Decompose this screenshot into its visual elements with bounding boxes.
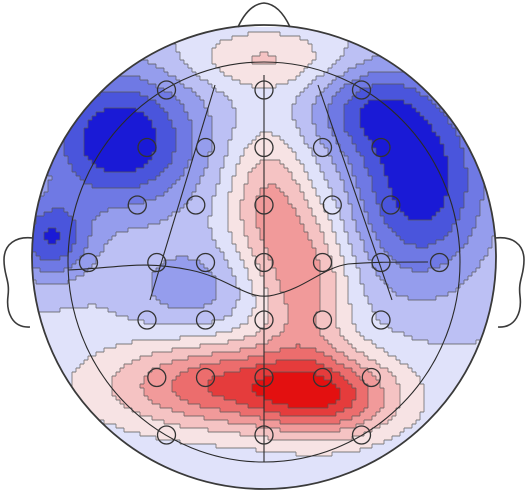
electrode-site	[254, 367, 274, 388]
right-ear-outline	[494, 236, 525, 328]
electrodes	[78, 80, 450, 445]
electrode-site	[351, 425, 372, 445]
electrode-site	[381, 195, 401, 215]
electrode-site	[371, 137, 391, 158]
electrode-site	[195, 310, 216, 330]
electrode-site	[312, 137, 333, 158]
electrode-site	[361, 367, 381, 388]
midline-coronal	[67, 261, 429, 297]
electrode-site	[312, 252, 333, 273]
electrode-site	[312, 367, 333, 388]
electrode-site	[137, 137, 157, 158]
electrode-site	[254, 137, 274, 158]
electrode-site	[254, 195, 274, 215]
electrode-site	[322, 195, 342, 215]
electrode-site	[429, 252, 450, 273]
electrode-site	[147, 252, 167, 273]
coronal-right	[317, 84, 393, 301]
electrode-site	[254, 252, 274, 273]
coronal-left	[149, 84, 216, 301]
electrode-site	[147, 367, 167, 388]
head-outline	[31, 24, 497, 490]
electrode-site	[254, 310, 274, 330]
left-ear-outline	[3, 236, 34, 328]
electrode-site	[371, 310, 391, 330]
electrode-site	[156, 425, 177, 445]
electrode-site	[78, 252, 99, 273]
electrode-site	[137, 310, 157, 330]
electrode-site	[195, 367, 216, 388]
electrode-site	[195, 252, 216, 273]
electrode-grid-lines	[67, 61, 461, 463]
electrode-site	[186, 195, 206, 215]
electrode-site	[312, 310, 333, 330]
electrode-site	[156, 80, 177, 100]
electrode-site	[254, 425, 274, 445]
nose-outline	[237, 2, 291, 28]
electrode-site	[127, 195, 147, 215]
electrode-site	[371, 252, 391, 273]
electrode-site	[195, 137, 216, 158]
electrode-site	[351, 80, 372, 100]
electrode-site	[254, 80, 274, 100]
